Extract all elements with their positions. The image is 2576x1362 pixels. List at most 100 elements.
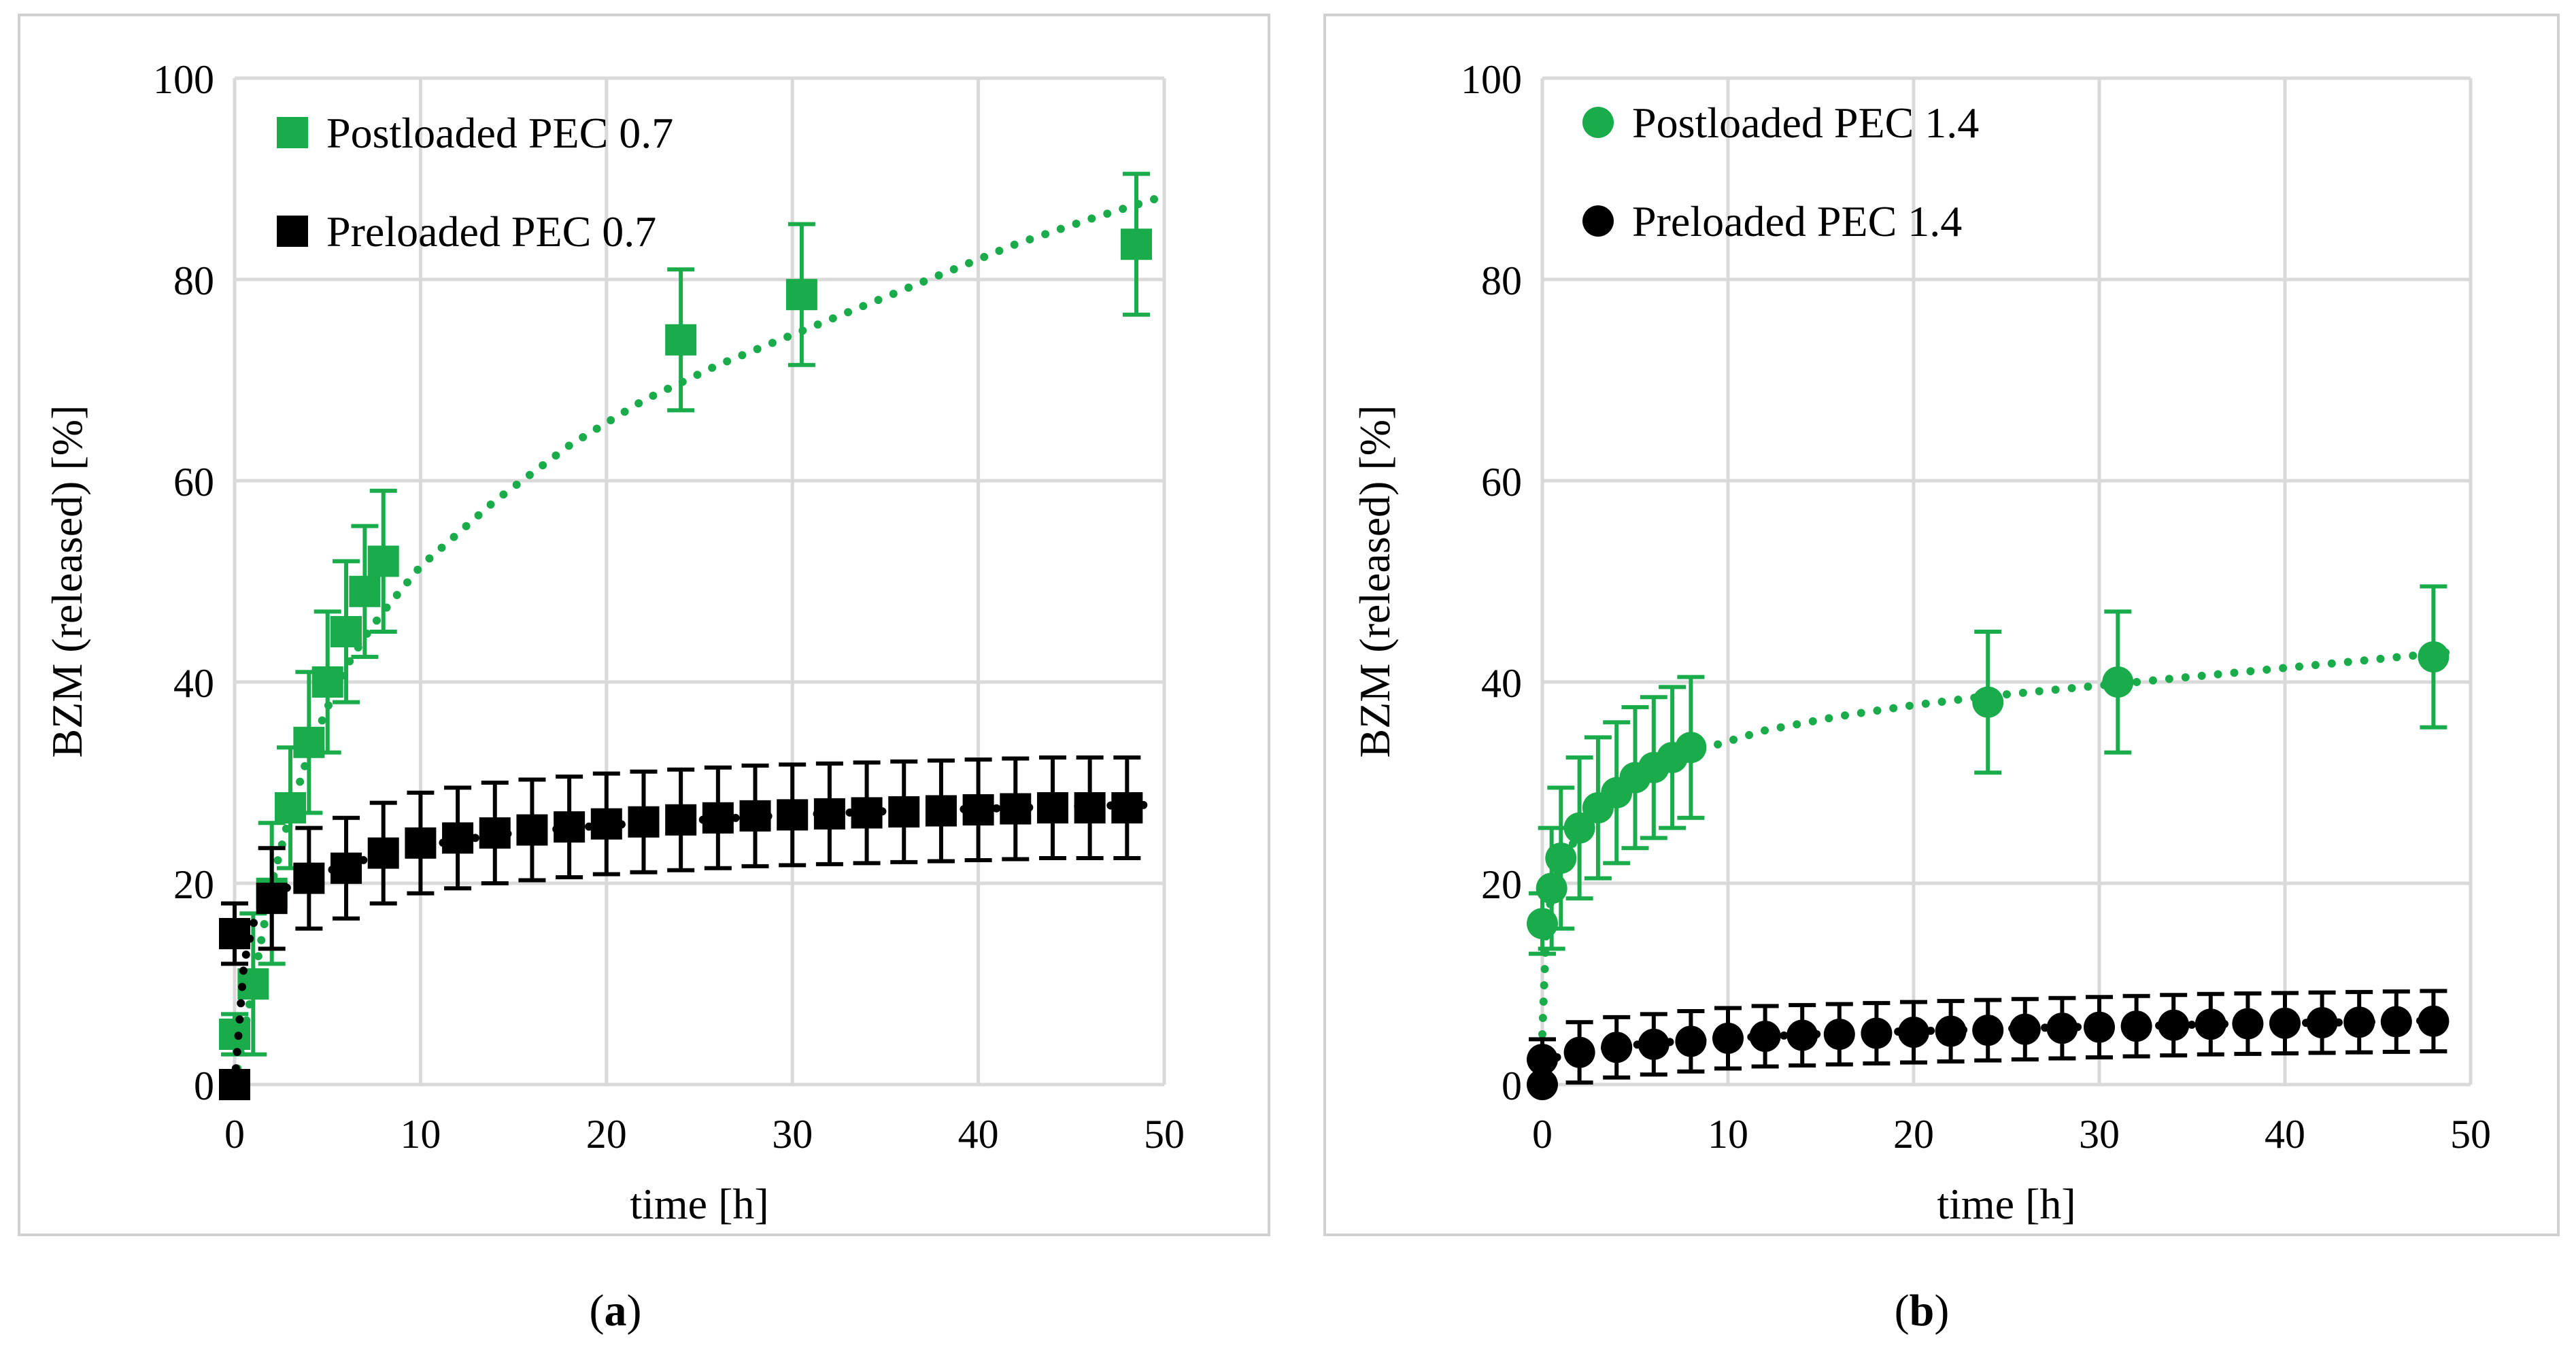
y-tick-label: 0 [1502,1063,1522,1108]
data-point [1786,1019,1818,1051]
data-point [777,799,809,831]
caption-close-paren: ) [626,1286,642,1335]
x-axis-label: time [h] [1937,1180,2075,1228]
data-point [702,802,734,834]
legend-marker [1582,107,1614,138]
data-point [2306,1006,2338,1038]
y-tick-label: 80 [173,258,214,303]
data-point [349,575,381,607]
legend-label: Postloaded PEC 0.7 [326,109,673,157]
data-point [2380,1006,2412,1038]
panel-caption-a: (a) [479,1285,751,1337]
x-tick-label: 30 [2079,1112,2120,1157]
data-point [2084,1011,2115,1043]
data-point [405,827,437,859]
data-point [785,279,817,311]
data-point [367,545,399,577]
data-point [1527,1044,1558,1075]
data-point [1972,686,2004,718]
y-tick-label: 100 [1461,57,1522,102]
data-point [1000,793,1032,825]
data-point [1036,792,1068,823]
data-point [2102,666,2134,698]
data-point [1601,1032,1633,1063]
x-tick-label: 40 [958,1112,999,1157]
data-point [293,726,325,758]
data-point [665,804,697,836]
y-tick-label: 0 [194,1063,214,1108]
data-point [1898,1017,1929,1049]
legend-label: Preloaded PEC 0.7 [326,207,656,256]
y-tick-label: 20 [173,862,214,907]
x-tick-label: 0 [1532,1112,1553,1157]
data-point [1074,792,1106,823]
x-tick-label: 20 [1893,1112,1934,1157]
data-point [219,1069,250,1100]
data-point [2232,1008,2264,1040]
legend-label: Postloaded PEC 1.4 [1632,99,1979,147]
caption-close-paren: ) [1934,1286,1950,1335]
data-point [1675,1025,1707,1057]
data-point [925,795,957,827]
data-point [367,837,399,869]
data-point [665,324,697,356]
series-postloaded-pec-1-4 [1527,584,2456,1038]
x-tick-label: 40 [2265,1112,2305,1157]
data-point [2009,1013,2041,1045]
y-tick-label: 60 [1481,460,1522,505]
chart-frame [18,14,1270,1236]
series-postloaded-pec-0-7 [219,171,1159,1089]
data-point [1749,1020,1781,1052]
caption-letter: a [604,1286,627,1335]
x-tick-label: 50 [1144,1112,1185,1157]
y-axis-label: BZM (released) [%] [43,405,91,758]
trend-line [1538,647,2456,1038]
data-point [2418,641,2450,673]
y-tick-label: 40 [173,661,214,706]
x-tick-label: 50 [2450,1112,2491,1157]
data-point [2158,1009,2190,1041]
data-point [516,814,548,846]
data-point [1935,1015,1967,1047]
y-tick-label: 80 [1481,258,1522,303]
caption-open-paren: ( [589,1286,605,1335]
data-point [813,798,845,830]
data-point [2418,1005,2450,1037]
y-tick-label: 40 [1481,661,1522,706]
data-point [2343,1006,2375,1038]
data-point [888,796,920,828]
legend-marker [277,216,308,247]
chart-panel-a: 0 20 40 60 80 100 0 10 20 30 40 50 time [h] BZM (rele… [18,14,1270,1236]
x-tick-label: 10 [1708,1112,1748,1157]
data-point [962,794,994,825]
y-axis-label: BZM (released) [%] [1351,405,1399,758]
data-point [1527,1069,1558,1100]
data-point [1823,1019,1855,1050]
data-point [2269,1007,2301,1039]
data-point [628,806,660,838]
data-point [275,792,307,823]
data-point [479,817,511,849]
chart-frame [1323,14,2560,1236]
data-point [2046,1012,2078,1044]
data-point [1545,842,1577,874]
legend-label: Preloaded PEC 1.4 [1632,197,1962,245]
x-tick-label: 30 [772,1112,813,1157]
data-point [1563,812,1595,844]
data-point [554,811,586,843]
data-point [1972,1015,2004,1046]
caption-open-paren: ( [1894,1286,1910,1335]
data-point [442,822,474,854]
data-point [2194,1008,2226,1040]
data-point [311,666,343,698]
series-preloaded-pec-1-4 [1527,989,2456,1100]
data-point [1563,1036,1595,1068]
data-point [1111,792,1143,823]
y-tick-label: 60 [173,460,214,505]
data-point [851,797,883,829]
data-point [331,616,362,647]
data-point [1120,228,1152,260]
panel-caption-b: (b) [1786,1285,2058,1337]
